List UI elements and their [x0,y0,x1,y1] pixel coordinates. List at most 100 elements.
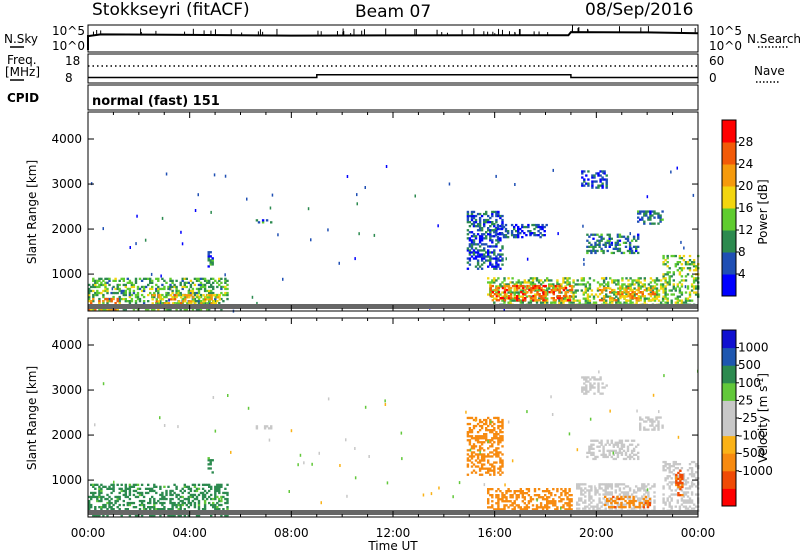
power-cell [128,302,132,305]
velocity-cell [610,506,613,509]
power-cell [226,293,229,297]
power-cell [491,241,494,244]
velocity-noise-cell [465,410,467,414]
velocity-noise-cell [227,394,229,397]
velocity-cell [645,420,648,423]
power-cell [625,291,628,294]
velocity-cell [612,453,615,456]
velocity-cell [212,497,215,501]
velocity-cell [509,500,512,503]
velocity-cell [153,503,156,507]
power-cell [211,261,214,264]
power-cell [130,297,134,301]
power-cell [466,229,470,232]
power-cell [134,293,138,297]
power-cell [643,297,646,300]
power-cell [197,302,201,305]
power-cell [193,293,197,297]
velocity-cell [620,445,624,448]
velocity-cell [586,505,589,508]
velocity-cell [668,471,671,474]
power-cell [523,285,526,288]
power-cell [653,281,657,284]
velocity-cell [521,496,524,499]
velocity-cell [546,502,549,505]
power-colorbar-tick-label: 12 [738,223,753,237]
velocity-cell [630,443,634,446]
velocity-colorbar-tick-label: -500 [738,446,765,460]
velocity-cell [620,495,623,499]
power-cell [680,279,684,282]
power-cell [548,287,551,290]
power-cell [621,293,624,296]
velocity-cell [580,491,583,494]
velocity-cell [499,469,502,472]
power-noise-cell [552,168,554,172]
power-cell [668,277,671,280]
velocity-cell [580,487,583,490]
velocity-cell [124,491,127,495]
xtick-label: 04:00 [172,526,207,540]
velocity-cell [480,443,484,446]
power-cell [495,243,498,246]
power-noise-cell [583,262,585,266]
power-cell [226,283,229,287]
power-cell [138,287,142,291]
power-cell [92,279,95,282]
power-cell [200,302,203,305]
power-cell [521,223,524,227]
velocity-cell [128,483,132,486]
velocity-cell [541,498,545,501]
velocity-cell [590,439,593,442]
velocity-cell [487,498,490,501]
velocity-cell [468,459,472,462]
power-cell [684,275,688,278]
power-cell [686,261,690,264]
power-cell [102,302,105,305]
power-noise-cell [582,224,584,228]
power-cell [604,243,607,246]
power-cell [572,297,575,300]
velocity-cell [480,459,484,462]
power-cell [674,289,677,292]
power-cell [607,285,610,288]
power-cell [489,261,492,264]
velocity-cell [501,422,504,426]
power-cell [472,216,476,220]
velocity-cell [675,473,678,477]
power-cell [470,255,474,258]
power-cell [627,299,630,302]
velocity-cell [142,508,146,511]
power-cell [142,285,146,289]
power-cell [560,283,563,286]
velocity-colorbar-tick-label: 500 [738,358,761,372]
power-cell [188,302,191,305]
velocity-cell [128,491,132,495]
velocity-cell [675,475,678,479]
power-cell [649,291,653,294]
power-cell [682,259,686,262]
velocity-cell [187,487,190,490]
power-cell [544,284,547,288]
power-cell [550,288,553,292]
power-cell [516,284,519,288]
velocity-colorbar-tick-label: -25 [738,411,758,425]
power-cell [690,299,694,302]
power-cell [674,301,677,304]
velocity-cell [605,384,608,387]
power-cell [611,288,614,292]
velocity-cell [600,501,603,504]
velocity-cell [171,508,174,511]
power-cell [509,295,513,298]
power-cell [564,299,567,302]
velocity-cell [195,495,199,499]
velocity-cell [668,469,671,472]
power-cell [666,271,669,274]
velocity-cell [630,501,633,505]
velocity-cell [476,457,480,460]
power-cell [493,245,496,248]
velocity-cell [643,507,646,510]
power-cell [124,300,127,303]
power-cell [489,263,492,266]
velocity-cell [124,485,127,488]
